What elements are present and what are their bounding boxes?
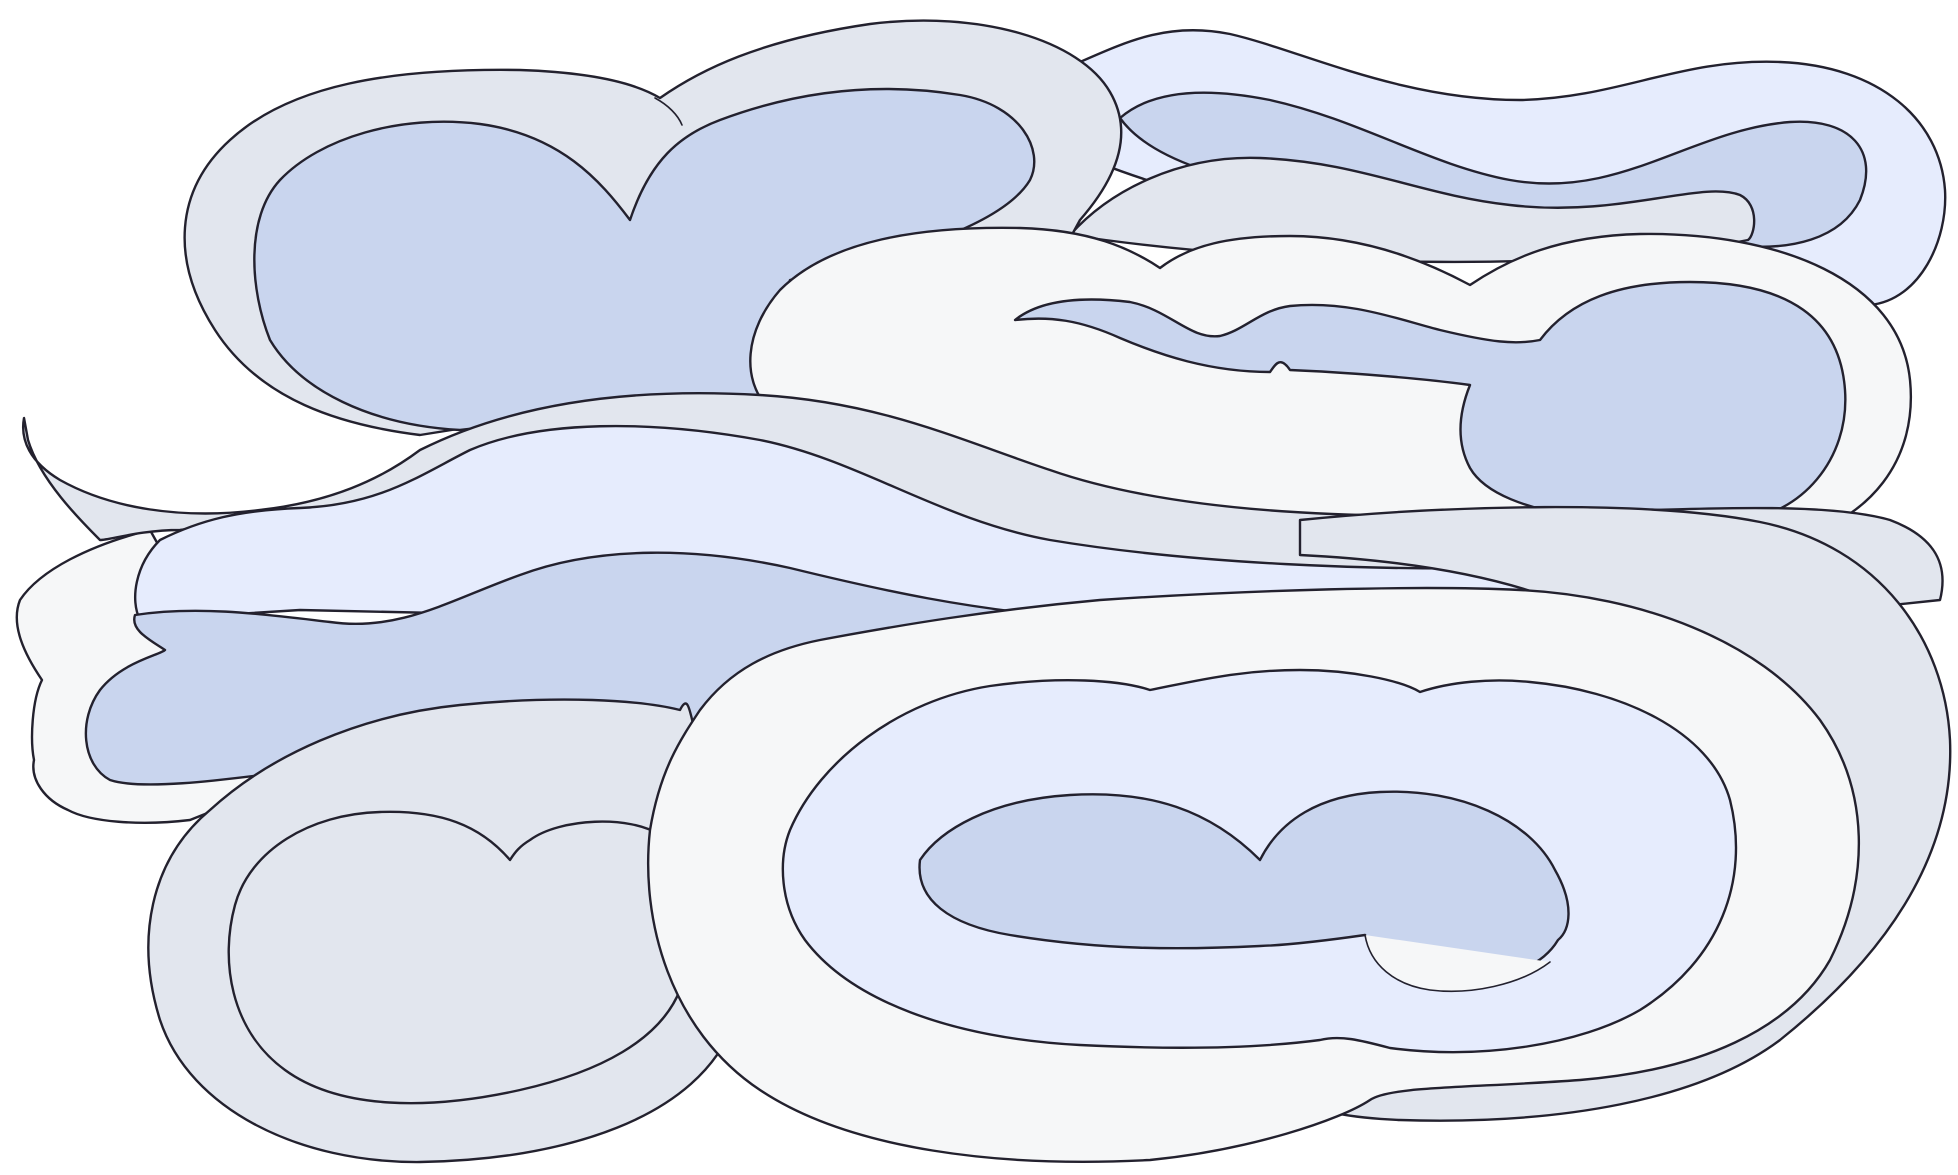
cloud-top-right bbox=[1068, 28, 1947, 307]
cloud-bottom-right bbox=[646, 505, 1952, 1163]
cloud-top-right-lower bbox=[1068, 156, 1756, 264]
cloud-bottom-left bbox=[147, 698, 750, 1164]
cloud-upper-middle-inner bbox=[1013, 280, 1847, 524]
cloud-top-left-notch bbox=[654, 97, 683, 126]
cloud-bottom-right-curl bbox=[1364, 934, 1551, 993]
cloud-bottom-left-inner bbox=[227, 810, 692, 1105]
cloud-bottom-right-inner bbox=[918, 790, 1570, 980]
